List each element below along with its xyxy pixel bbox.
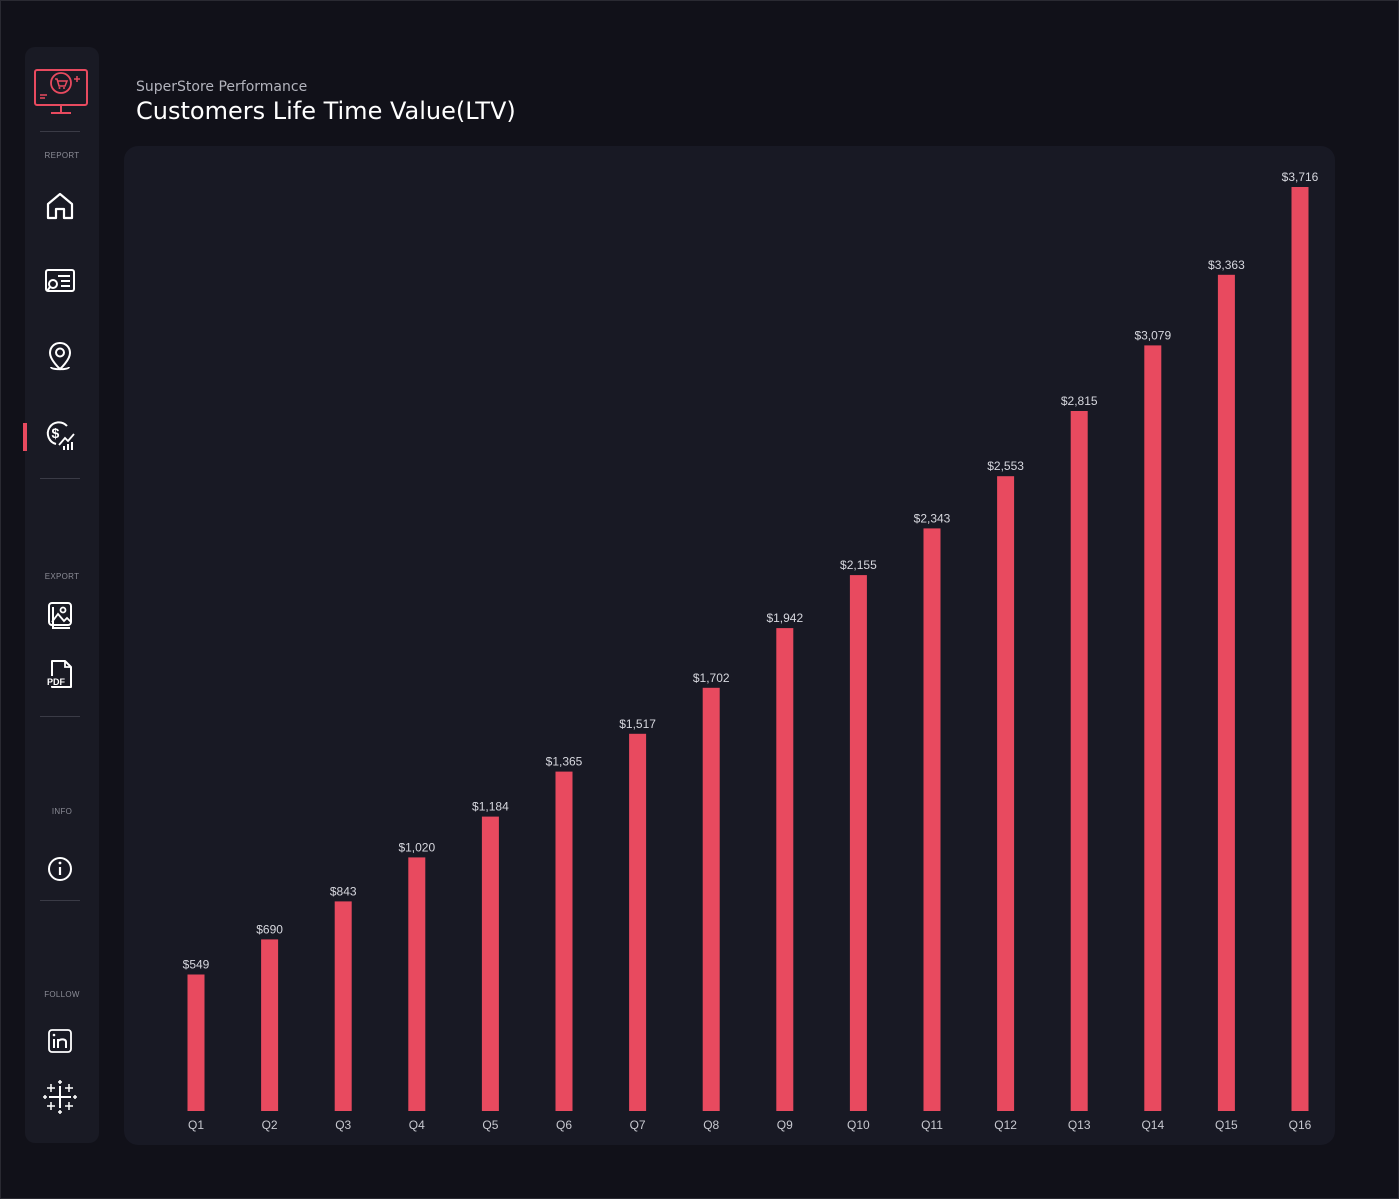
data-label-q2: $690 xyxy=(256,922,283,936)
data-label-q6: $1,365 xyxy=(546,755,583,769)
bar-q2[interactable] xyxy=(261,939,279,1111)
bar-q1[interactable] xyxy=(187,974,205,1112)
x-tick-label-q8: Q8 xyxy=(703,1118,719,1132)
bar-q8[interactable] xyxy=(702,687,720,1111)
x-tick-label-q16: Q16 xyxy=(1289,1118,1312,1132)
bar-q13[interactable] xyxy=(1070,411,1088,1111)
section-label-report: REPORT xyxy=(44,151,80,160)
data-label-q11: $2,343 xyxy=(914,511,951,525)
data-label-q10: $2,155 xyxy=(840,558,877,572)
bar-q3[interactable] xyxy=(334,901,352,1111)
x-tick-label-q10: Q10 xyxy=(847,1118,870,1132)
x-tick-label-q14: Q14 xyxy=(1141,1118,1164,1132)
linkedin-icon[interactable] xyxy=(42,1023,78,1059)
x-tick-label-q11: Q11 xyxy=(921,1118,943,1132)
x-tick-label-q1: Q1 xyxy=(188,1118,204,1132)
data-label-q8: $1,702 xyxy=(693,671,730,685)
x-tick-label-q9: Q9 xyxy=(777,1118,793,1132)
dashboard-subtitle: SuperStore Performance xyxy=(136,79,308,95)
ltv-bar-chart: $549 Q1 $690 Q2 $843 Q3 $1,020 Q4 $1,184 Q5 $1,365… xyxy=(183,170,1319,1132)
x-tick-label-q6: Q6 xyxy=(556,1118,572,1132)
data-label-q9: $1,942 xyxy=(766,611,803,625)
x-tick-label-q2: Q2 xyxy=(262,1118,278,1132)
data-label-q13: $2,815 xyxy=(1061,394,1098,408)
bar-q15[interactable] xyxy=(1217,274,1235,1111)
data-label-q16: $3,716 xyxy=(1282,170,1319,184)
info-icon[interactable] xyxy=(42,851,78,887)
sidebar-divider xyxy=(40,716,80,717)
x-tick-label-q4: Q4 xyxy=(409,1118,425,1132)
superstore-logo-icon xyxy=(33,67,91,119)
location-pin-icon[interactable] xyxy=(42,339,78,375)
active-indicator xyxy=(23,423,27,451)
sidebar-divider xyxy=(40,131,80,132)
sidebar: REPORT $ xyxy=(23,47,99,1143)
home-icon[interactable] xyxy=(42,188,78,224)
bar-q9[interactable] xyxy=(776,628,794,1111)
bar-q7[interactable] xyxy=(629,733,647,1111)
data-label-q3: $843 xyxy=(330,884,357,898)
data-label-q14: $3,079 xyxy=(1134,328,1171,342)
data-label-q15: $3,363 xyxy=(1208,258,1245,272)
bar-q16[interactable] xyxy=(1291,187,1309,1111)
image-export-icon[interactable] xyxy=(42,598,78,634)
svg-text:PDF: PDF xyxy=(47,677,66,687)
dollar-chart-icon[interactable]: $ xyxy=(42,416,78,452)
bar-q6[interactable] xyxy=(555,771,573,1111)
x-tick-label-q7: Q7 xyxy=(630,1118,646,1132)
section-label-info: INFO xyxy=(51,807,73,816)
sidebar-divider xyxy=(40,900,80,901)
x-tick-label-q12: Q12 xyxy=(994,1118,1017,1132)
bar-q11[interactable] xyxy=(923,528,941,1111)
x-tick-label-q3: Q3 xyxy=(335,1118,351,1132)
bar-q12[interactable] xyxy=(997,476,1015,1111)
data-label-q12: $2,553 xyxy=(987,459,1024,473)
x-tick-label-q13: Q13 xyxy=(1068,1118,1091,1132)
chart-card: $549 Q1 $690 Q2 $843 Q3 $1,020 Q4 $1,184 Q5 $1,365… xyxy=(124,146,1335,1145)
tableau-icon[interactable] xyxy=(42,1079,78,1115)
section-label-export: EXPORT xyxy=(44,572,80,581)
data-label-q5: $1,184 xyxy=(472,800,509,814)
data-label-q7: $1,517 xyxy=(619,717,656,731)
bar-q10[interactable] xyxy=(849,575,867,1111)
data-label-q4: $1,020 xyxy=(398,840,435,854)
data-label-q1: $549 xyxy=(183,958,210,972)
x-tick-label-q15: Q15 xyxy=(1215,1118,1238,1132)
report-search-icon[interactable] xyxy=(42,263,78,299)
x-tick-label-q5: Q5 xyxy=(482,1118,498,1132)
bar-q14[interactable] xyxy=(1144,345,1162,1111)
bar-q4[interactable] xyxy=(408,857,426,1111)
pdf-export-icon[interactable]: PDF xyxy=(42,657,78,693)
sidebar-divider xyxy=(40,478,80,479)
section-label-follow: FOLLOW xyxy=(44,990,80,999)
svg-text:$: $ xyxy=(52,425,60,441)
page-title: Customers Life Time Value(LTV) xyxy=(136,97,516,125)
bar-q5[interactable] xyxy=(481,816,499,1111)
